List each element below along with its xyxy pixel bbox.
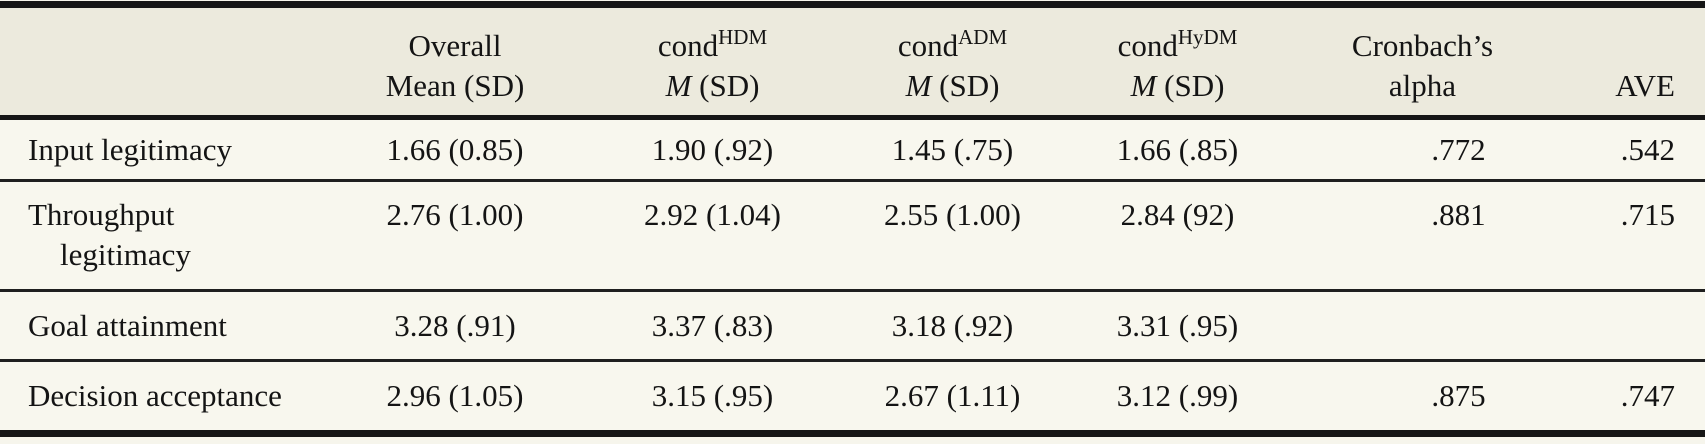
cell-cond-hydm: 3.12 (.99)	[1116, 378, 1239, 413]
column-header-overall: Overall Mean (SD)	[330, 26, 580, 106]
row-separator-rule	[0, 359, 1705, 362]
cond-hdm-sd-label: (SD)	[691, 68, 760, 103]
cell-overall-mean: 2.96 (1.05)	[386, 378, 524, 413]
cond-hydm-superscript: HyDM	[1177, 25, 1238, 50]
row-label-line2: legitimacy	[60, 237, 191, 272]
cond-hdm-base: cond	[657, 28, 719, 63]
header-separator-rule	[0, 115, 1705, 120]
cell-ave: .747	[1620, 378, 1675, 413]
cond-hdm-superscript: HDM	[718, 25, 768, 50]
cell-cond-hydm: 1.66 (.85)	[1116, 131, 1239, 167]
column-header-cond-hdm-line2: M (SD)	[580, 66, 845, 106]
cond-adm-m-label: M	[905, 68, 932, 103]
row-label-line1: Throughput	[28, 197, 175, 232]
row-separator-rule	[0, 179, 1705, 182]
cond-hydm-sd-label: (SD)	[1156, 68, 1225, 103]
cell-cronbachs-alpha: .881	[1431, 197, 1486, 232]
cond-adm-sd-label: (SD)	[931, 68, 1000, 103]
column-header-cond-hydm-line2: M (SD)	[1060, 66, 1295, 106]
table-row-decision-acceptance: Decision acceptance 2.96 (1.05) 3.15 (.9…	[0, 362, 1705, 430]
cell-cronbachs-alpha: .875	[1431, 378, 1486, 413]
table-row-throughput-legitimacy: Throughput legitimacy 2.76 (1.00) 2.92 (…	[0, 182, 1705, 289]
cell-cond-hdm: 3.15 (.95)	[651, 378, 774, 413]
table-header-row: Overall Mean (SD) condHDM M (SD) condADM…	[0, 8, 1705, 115]
bottom-margin	[0, 437, 1705, 444]
column-header-cond-hdm: condHDM M (SD)	[580, 26, 845, 106]
cell-ave: .542	[1620, 131, 1675, 167]
cell-ave: .715	[1620, 197, 1675, 232]
column-header-cronbachs-line1: Cronbach’s	[1351, 28, 1494, 63]
row-label: Goal attainment	[28, 307, 227, 343]
cell-cond-adm: 2.55 (1.00)	[884, 197, 1021, 232]
table-bottom-border	[0, 430, 1705, 437]
column-header-cond-adm: condADM M (SD)	[845, 26, 1060, 106]
row-separator-rule	[0, 289, 1705, 292]
column-header-overall-line1: Overall	[408, 28, 502, 63]
table-top-border	[0, 1, 1705, 8]
column-header-ave: AVE	[1550, 66, 1705, 106]
cell-cond-adm: 2.67 (1.11)	[884, 378, 1021, 413]
cell-overall-mean: 3.28 (.91)	[394, 307, 516, 343]
cell-cond-hydm: 3.31 (.95)	[1116, 307, 1239, 343]
column-header-cond-hdm-line1: condHDM	[580, 26, 845, 66]
row-label: Input legitimacy	[28, 131, 233, 167]
table-row-goal-attainment: Goal attainment 3.28 (.91) 3.37 (.83) 3.…	[0, 292, 1705, 359]
cell-cond-hdm: 2.92 (1.04)	[644, 197, 781, 232]
cond-hydm-m-label: M	[1130, 68, 1157, 103]
cond-hdm-m-label: M	[665, 68, 692, 103]
table-row-input-legitimacy: Input legitimacy 1.66 (0.85) 1.90 (.92) …	[0, 120, 1705, 179]
column-header-cond-hydm: condHyDM M (SD)	[1060, 26, 1295, 106]
cell-cronbachs-alpha: .772	[1431, 131, 1486, 167]
cond-hydm-base: cond	[1117, 28, 1178, 63]
column-header-overall-line2: Mean (SD)	[385, 68, 525, 103]
column-header-cond-hydm-line1: condHyDM	[1060, 26, 1295, 66]
column-header-cond-adm-line1: condADM	[845, 26, 1060, 66]
cell-cond-adm: 3.18 (.92)	[891, 307, 1014, 343]
cell-overall-mean: 1.66 (0.85)	[386, 131, 524, 167]
cond-adm-base: cond	[897, 28, 959, 63]
cell-cond-hdm: 1.90 (.92)	[651, 131, 774, 167]
column-header-ave-label: AVE	[1615, 68, 1675, 103]
row-label: Throughput legitimacy	[0, 195, 330, 275]
cond-adm-superscript: ADM	[958, 25, 1008, 50]
cell-cond-hydm: 2.84 (92)	[1120, 197, 1235, 232]
column-header-cronbachs-alpha: Cronbach’s alpha	[1295, 26, 1550, 106]
row-label: Decision acceptance	[28, 378, 282, 413]
cell-cond-hdm: 3.37 (.83)	[651, 307, 774, 343]
cell-overall-mean: 2.76 (1.00)	[386, 197, 524, 232]
cell-cond-adm: 1.45 (.75)	[891, 131, 1014, 167]
column-header-cond-adm-line2: M (SD)	[845, 66, 1060, 106]
column-header-cronbachs-line2: alpha	[1388, 68, 1457, 103]
